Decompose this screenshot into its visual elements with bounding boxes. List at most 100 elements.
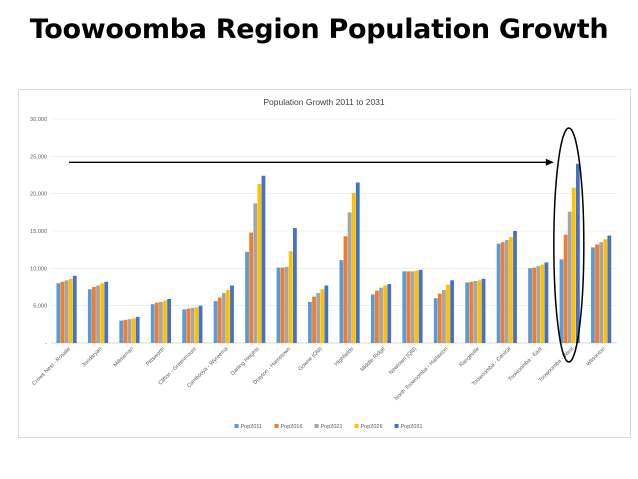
bar-pop2026	[100, 283, 105, 343]
bar-pop2021	[284, 266, 289, 343]
x-tick-label: Toowoomba - West	[538, 346, 576, 384]
slide-title: Toowoomba Region Population Growth	[29, 14, 609, 45]
chart-title: Population Growth 2011 to 2031	[263, 97, 385, 107]
bar-pop2016	[500, 242, 505, 343]
bar-pop2021	[127, 319, 132, 343]
bar-pop2031	[324, 285, 329, 343]
bar-pop2026	[351, 192, 356, 343]
bar-pop2031	[575, 163, 580, 343]
legend-label: Pop2011	[241, 424, 263, 430]
bar-pop2011	[119, 320, 124, 343]
legend-label: Pop2031	[401, 424, 423, 430]
bar-pop2016	[123, 319, 128, 343]
bar-pop2026	[383, 285, 388, 343]
bar-pop2021	[316, 292, 321, 343]
y-tick-label: 25,000	[30, 154, 47, 160]
arrow-head-icon	[545, 158, 554, 166]
bar-pop2031	[292, 228, 297, 343]
x-tick-label: Pittsworth	[145, 346, 166, 367]
bar-pop2031	[72, 275, 77, 343]
x-tick-label: Wilsonton	[585, 346, 606, 367]
bar-pop2011	[182, 309, 187, 343]
bar-pop2011	[213, 301, 218, 343]
legend: Pop2011 Pop2016 Pop2021 Pop2026 Pop2031	[234, 424, 423, 430]
bar-pop2011	[496, 243, 501, 343]
legend-swatch	[314, 424, 319, 428]
bar-pop2031	[198, 305, 203, 343]
bar-pop2011	[465, 282, 470, 343]
bar-pop2026	[477, 280, 482, 343]
bar-pop2011	[150, 304, 155, 343]
bar-pop2031	[513, 231, 517, 343]
y-tick-label: 10,000	[30, 266, 47, 272]
bar-pop2031	[135, 316, 140, 343]
bar-pop2011	[433, 298, 438, 343]
x-tick-label: Gowrie (Qld)	[297, 346, 323, 372]
x-tick-label: Darling Heights	[230, 346, 261, 377]
bar-pop2011	[308, 301, 312, 343]
bar-pop2011	[559, 259, 564, 343]
bar-pop2016	[563, 234, 568, 343]
bar-pop2021	[504, 239, 509, 343]
bar-pop2011	[402, 271, 407, 343]
bar-pop2016	[154, 302, 159, 343]
bar-pop2011	[528, 268, 532, 343]
y-tick-label: 30,000	[30, 117, 47, 123]
bar-pop2021	[599, 242, 604, 343]
bar-pop2031	[167, 298, 172, 343]
bar-pop2021	[442, 289, 446, 343]
x-tick-label: Crows Nest - Rosalie	[31, 346, 72, 387]
bar-pop2016	[595, 244, 599, 343]
annotations	[69, 127, 585, 363]
bar-pop2031	[607, 235, 612, 343]
bar-pop2026	[571, 187, 576, 343]
bar-pop2021	[473, 281, 478, 343]
x-tick-label: Rangeville	[459, 346, 481, 368]
bar-pop2031	[104, 281, 109, 343]
bar-pop2026	[68, 278, 73, 343]
y-tick-label: 5,000	[33, 304, 47, 310]
legend-label: Pop2021	[321, 424, 343, 430]
bar-pop2021	[64, 280, 69, 343]
bars	[56, 163, 612, 343]
bar-pop2011	[591, 247, 595, 343]
bar-pop2021	[221, 292, 226, 343]
bar-pop2031	[481, 278, 486, 343]
bar-pop2016	[186, 308, 191, 343]
bar-pop2031	[418, 269, 423, 343]
bar-pop2026	[320, 289, 325, 343]
bar-pop2016	[532, 267, 537, 343]
bar-pop2021	[253, 203, 258, 343]
bar-pop2021	[379, 287, 383, 343]
bar-pop2011	[87, 289, 92, 343]
bar-pop2031	[544, 262, 549, 343]
bar-pop2031	[450, 280, 455, 343]
population-growth-chart: Population Growth 2011 to 2031 - 5,000 10,…	[30, 97, 617, 430]
highlight-ellipse	[553, 127, 585, 363]
chart-frame: Population Growth 2011 to 2031 - 5,000 10,…	[18, 89, 631, 438]
bar-pop2031	[261, 175, 266, 343]
bar-pop2026	[225, 289, 230, 343]
x-axis-ticks: Crows Nest - Rosalie Jondaryan Millmerran P…	[31, 346, 606, 403]
bar-pop2021	[347, 212, 352, 343]
bar-pop2021	[567, 211, 572, 343]
bar-pop2021	[536, 266, 541, 343]
bar-pop2011	[245, 251, 249, 343]
bar-pop2021	[190, 307, 195, 343]
bar-pop2026	[288, 251, 293, 343]
bar-pop2016	[437, 293, 442, 343]
x-tick-label: Jondaryan	[81, 346, 103, 368]
x-tick-label: Newtown (Qld)	[388, 346, 418, 376]
bar-pop2011	[276, 267, 281, 343]
bar-pop2016	[92, 287, 96, 343]
legend-label: Pop2026	[361, 424, 383, 430]
x-tick-label: Middle Ridge	[360, 346, 387, 373]
bar-pop2011	[56, 283, 61, 343]
bar-pop2031	[387, 284, 392, 343]
gridlines	[51, 118, 617, 344]
legend-swatch	[394, 424, 399, 428]
bar-pop2021	[410, 271, 415, 343]
bar-pop2021	[96, 285, 100, 343]
bar-pop2031	[230, 285, 234, 343]
bar-pop2016	[280, 267, 285, 343]
